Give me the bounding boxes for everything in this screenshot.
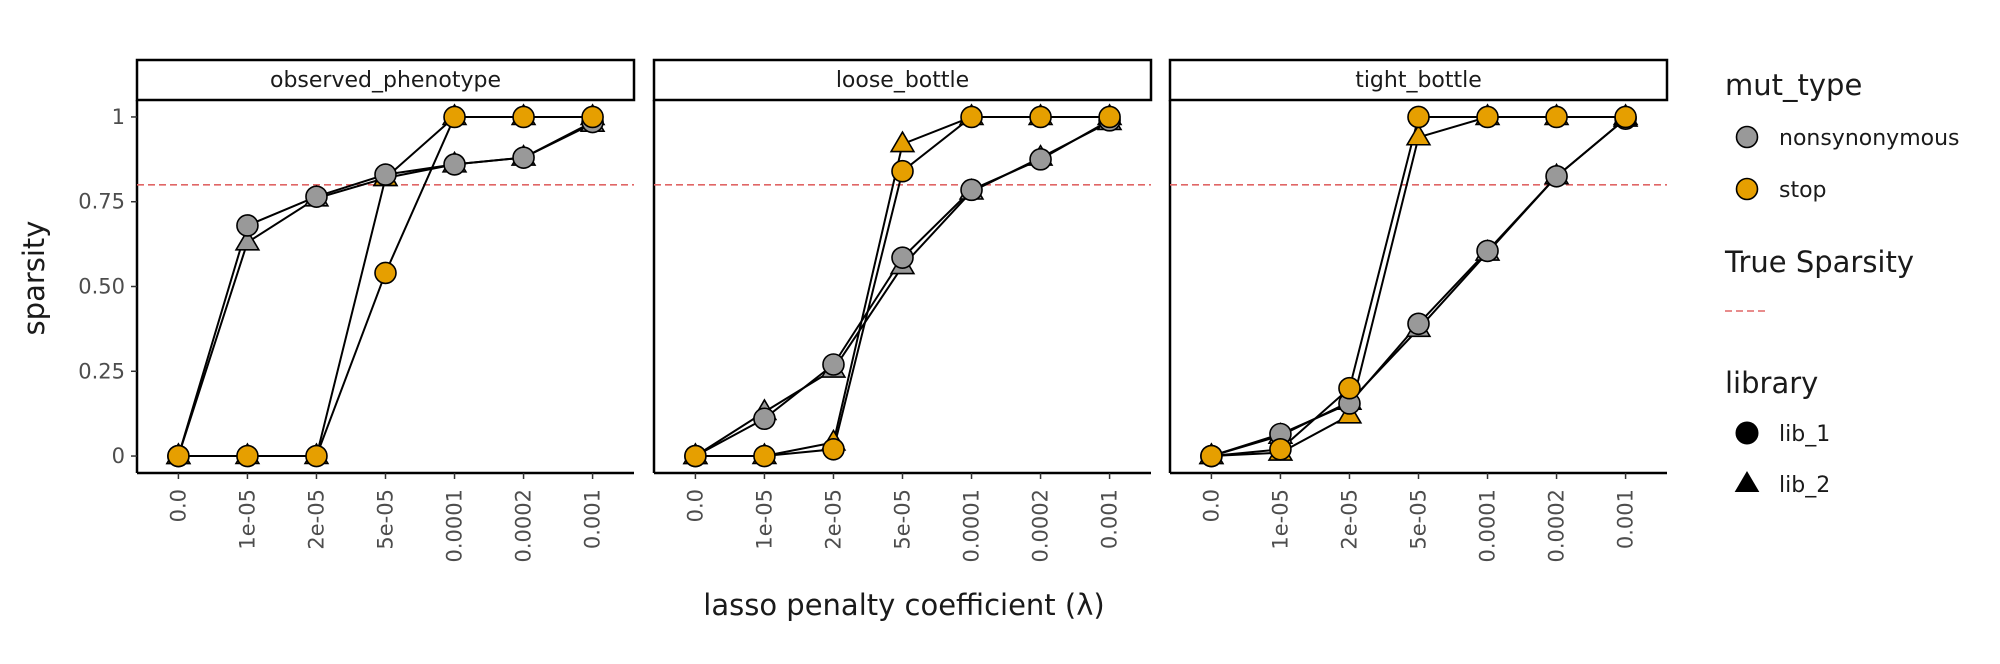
facet-strip bbox=[135, 58, 636, 102]
facet-strip-label: tight_bottle bbox=[1355, 68, 1482, 93]
marker-nonsynonymous-lib_1 bbox=[891, 246, 914, 269]
x-tick-label: 0.001 bbox=[1098, 489, 1122, 549]
marker-stop-lib_1 bbox=[891, 159, 914, 183]
marker-stop-lib_1 bbox=[1029, 105, 1052, 129]
marker-stop-lib_1 bbox=[822, 437, 845, 461]
x-tick-label: 0.0 bbox=[683, 489, 707, 522]
marker-stop-lib_1 bbox=[1098, 105, 1121, 129]
x-tick-label: 2e-05 bbox=[1337, 489, 1361, 550]
facet-strip-label: loose_bottle bbox=[836, 68, 969, 93]
x-tick-label: 0.0001 bbox=[960, 489, 984, 562]
panel-loose_bottle: loose_bottle 0.0 1e-05 2e-05 5e-05 0.0001 0.00… bbox=[652, 58, 1153, 562]
y-tick-label: 0.50 bbox=[78, 275, 125, 299]
legend-label-nonsynonymous: nonsynonymous bbox=[1779, 126, 1960, 151]
facet-strip bbox=[652, 58, 1153, 102]
marker-stop-lib_1 bbox=[960, 105, 983, 129]
marker-nonsynonymous-lib_1 bbox=[1029, 148, 1052, 171]
marker-stop-lib_1 bbox=[374, 261, 397, 285]
legend-swatch-lib_2 bbox=[1734, 471, 1760, 493]
legend-title-true-sparsity: True Sparsity bbox=[1724, 245, 1914, 279]
x-tick-label: 5e-05 bbox=[1407, 489, 1431, 550]
marker-nonsynonymous-lib_1 bbox=[822, 353, 845, 376]
x-tick-label: 0.0001 bbox=[443, 489, 467, 562]
marker-stop-lib_2 bbox=[1405, 123, 1432, 146]
x-tick-label: 0.001 bbox=[1614, 489, 1638, 549]
panels-layer: observed_phenotype 0 0.25 0.50 0.75 1 0.0 1e-05… bbox=[78, 58, 1669, 562]
marker-stop-lib_1 bbox=[1545, 105, 1568, 129]
legend-swatch-lib_1 bbox=[1735, 421, 1759, 445]
marker-stop-lib_1 bbox=[305, 444, 328, 468]
marker-nonsynonymous-lib_1 bbox=[305, 185, 328, 208]
marker-nonsynonymous-lib_1 bbox=[1476, 239, 1499, 263]
marker-stop-lib_1 bbox=[512, 105, 535, 129]
facet-strip-label: observed_phenotype bbox=[270, 68, 501, 93]
marker-nonsynonymous-lib_2 bbox=[234, 228, 261, 251]
y-tick-label: 0 bbox=[112, 444, 125, 468]
marker-stop-lib_1 bbox=[1476, 105, 1499, 129]
x-tick-label: 0.0 bbox=[1199, 489, 1223, 522]
y-tick-label: 0.75 bbox=[78, 190, 125, 214]
x-tick-label: 0.0001 bbox=[1476, 489, 1500, 562]
legend: mut_type nonsynonymous stop True Sparsity li… bbox=[1724, 68, 1960, 498]
marker-stop-lib_2 bbox=[889, 130, 916, 153]
x-tick-label: 0.0002 bbox=[1029, 489, 1053, 562]
marker-nonsynonymous-lib_1 bbox=[512, 146, 535, 169]
legend-swatch-stop bbox=[1735, 177, 1759, 201]
x-tick-label: 1e-05 bbox=[235, 489, 259, 550]
x-tick-label: 5e-05 bbox=[374, 489, 398, 550]
y-tick-label: 1 bbox=[112, 105, 125, 129]
x-tick-label: 2e-05 bbox=[304, 489, 328, 550]
legend-label-lib_1: lib_1 bbox=[1779, 422, 1830, 447]
facet-strip bbox=[1168, 58, 1669, 102]
legend-label-lib_2: lib_2 bbox=[1779, 473, 1830, 498]
marker-stop-lib_1 bbox=[443, 105, 466, 129]
marker-nonsynonymous-lib_1 bbox=[236, 214, 259, 237]
x-tick-label: 0.0 bbox=[166, 489, 190, 522]
marker-nonsynonymous-lib_1 bbox=[960, 178, 983, 202]
x-tick-label: 5e-05 bbox=[891, 489, 915, 550]
marker-nonsynonymous-lib_1 bbox=[1545, 164, 1568, 188]
y-tick-label: 0.25 bbox=[78, 359, 125, 383]
marker-stop-lib_1 bbox=[167, 444, 190, 468]
x-tick-label: 1e-05 bbox=[1268, 489, 1292, 550]
marker-nonsynonymous-lib_1 bbox=[753, 407, 776, 431]
marker-stop-lib_1 bbox=[581, 105, 604, 129]
marker-stop-lib_1 bbox=[236, 444, 259, 468]
x-tick-label: 2e-05 bbox=[821, 489, 845, 550]
marker-nonsynonymous-lib_1 bbox=[443, 153, 466, 176]
marker-stop-lib_1 bbox=[684, 444, 707, 468]
legend-label-stop: stop bbox=[1779, 178, 1827, 203]
x-tick-label: 0.0002 bbox=[1545, 489, 1569, 562]
legend-title-library: library bbox=[1725, 366, 1818, 400]
marker-stop-lib_1 bbox=[1614, 105, 1637, 129]
marker-nonsynonymous-lib_1 bbox=[1407, 312, 1430, 336]
y-axis-title: sparsity bbox=[17, 221, 51, 336]
marker-stop-lib_1 bbox=[753, 444, 776, 468]
marker-stop-lib_1 bbox=[1338, 376, 1361, 400]
marker-stop-lib_1 bbox=[1407, 105, 1430, 129]
x-tick-label: 1e-05 bbox=[752, 489, 776, 550]
marker-stop-lib_1 bbox=[1200, 444, 1223, 468]
panel-observed_phenotype: observed_phenotype 0 0.25 0.50 0.75 1 0.0 1e-05… bbox=[78, 58, 636, 562]
x-axis-title: lasso penalty coefficient (λ) bbox=[703, 588, 1104, 622]
marker-stop-lib_1 bbox=[1269, 437, 1292, 461]
x-tick-label: 0.0002 bbox=[512, 489, 536, 562]
marker-nonsynonymous-lib_1 bbox=[374, 163, 397, 186]
panel-tight_bottle: tight_bottle 0.0 1e-05 2e-05 5e-05 0.0001 0.00… bbox=[1168, 58, 1669, 562]
legend-title-mut-type: mut_type bbox=[1725, 68, 1862, 102]
x-tick-label: 0.001 bbox=[581, 489, 605, 549]
legend-swatch-nonsynonymous bbox=[1735, 125, 1759, 149]
